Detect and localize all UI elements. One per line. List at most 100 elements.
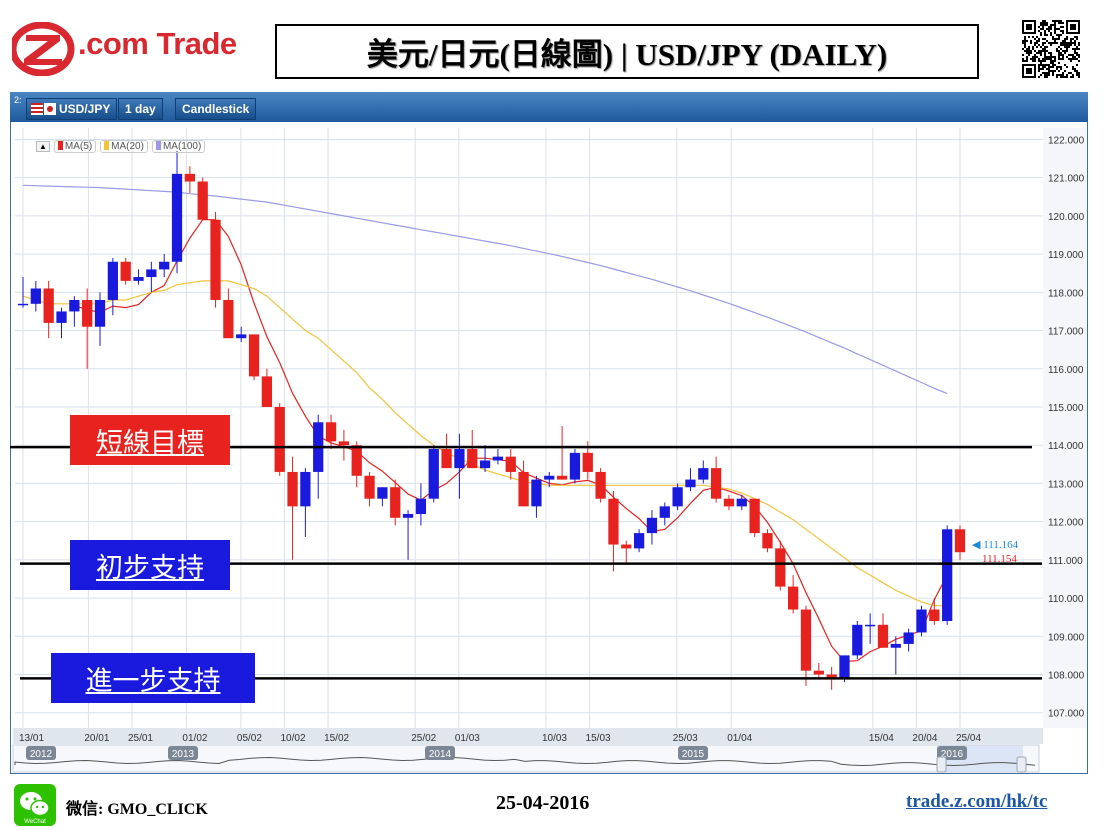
- qr-module: [1024, 42, 1026, 44]
- x-tick-label: 15/04: [869, 733, 894, 744]
- candle-body: [556, 475, 568, 480]
- qr-module: [1042, 20, 1044, 22]
- qr-module: [1032, 56, 1034, 58]
- qr-module: [1068, 72, 1070, 74]
- qr-module: [1062, 22, 1064, 24]
- qr-module: [1054, 32, 1056, 34]
- qr-module: [1042, 26, 1044, 28]
- qr-module: [1070, 72, 1072, 74]
- qr-module: [1040, 50, 1042, 52]
- qr-module: [1052, 70, 1054, 72]
- qr-module: [1058, 46, 1060, 48]
- qr-module: [1022, 60, 1024, 62]
- qr-module: [1044, 32, 1046, 34]
- qr-module: [1052, 60, 1054, 62]
- website-link[interactable]: trade.z.com/hk/tc: [906, 791, 1048, 812]
- qr-module: [1044, 52, 1046, 54]
- candle-body: [17, 303, 29, 306]
- qr-module: [1046, 74, 1048, 76]
- interval-selector[interactable]: 1 day: [118, 98, 163, 120]
- candle-body: [133, 277, 144, 281]
- qr-module: [1070, 58, 1072, 60]
- qr-module: [1024, 60, 1026, 62]
- qr-module: [1044, 74, 1046, 76]
- qr-module: [1034, 44, 1036, 46]
- qr-module: [1066, 36, 1068, 38]
- wechat-icon[interactable]: WeChat: [14, 784, 56, 826]
- qr-module: [1068, 44, 1070, 46]
- qr-module: [1022, 58, 1024, 60]
- qr-module: [1048, 28, 1050, 30]
- qr-module: [1046, 64, 1048, 66]
- legend-ma5[interactable]: MA(5): [53, 139, 97, 153]
- qr-module: [1026, 40, 1028, 42]
- qr-module: [1048, 70, 1050, 72]
- qr-module: [1026, 48, 1028, 50]
- qr-module: [1044, 20, 1046, 22]
- y-tick-label: 119.000: [1048, 250, 1084, 261]
- candle-body: [710, 468, 722, 499]
- qr-module: [1056, 34, 1058, 36]
- legend-ma20[interactable]: MA(20): [100, 139, 148, 153]
- qr-module: [1052, 24, 1054, 26]
- legend-ma100[interactable]: MA(100): [151, 139, 206, 153]
- qr-module: [1042, 58, 1044, 60]
- candle-body: [261, 376, 273, 407]
- candle-body: [82, 299, 93, 327]
- candle-body: [159, 261, 170, 270]
- qr-module: [1038, 26, 1040, 28]
- candle-body: [544, 475, 555, 480]
- qr-module: [1054, 22, 1056, 24]
- qr-finder-core: [1026, 68, 1032, 74]
- chart-style-selector[interactable]: Candlestick: [175, 98, 257, 120]
- qr-module: [1058, 34, 1060, 36]
- qr-module: [1042, 38, 1044, 40]
- navigator-year-badge: [26, 746, 56, 760]
- indicator-legend: ▲ MA(5) MA(20) MA(100): [36, 138, 206, 154]
- interval-label: 1 day: [125, 102, 156, 116]
- qr-module: [1026, 60, 1028, 62]
- candle-body: [94, 299, 106, 327]
- qr-module: [1050, 58, 1052, 60]
- candle-body: [467, 449, 478, 469]
- qr-module: [1062, 76, 1064, 78]
- qr-module: [1054, 38, 1056, 40]
- symbol-selector[interactable]: USD/JPY: [26, 98, 118, 120]
- qr-module: [1030, 42, 1032, 44]
- y-tick-label: 121.000: [1048, 174, 1085, 185]
- legend-collapse-button[interactable]: ▲: [36, 140, 50, 152]
- qr-module: [1052, 66, 1054, 68]
- qr-module: [1062, 44, 1064, 46]
- navigator-year-label: 2014: [429, 749, 452, 760]
- qr-module: [1056, 76, 1058, 78]
- qr-module: [1028, 50, 1030, 52]
- qr-module: [1022, 48, 1024, 50]
- qr-module: [1046, 46, 1048, 48]
- qr-code-icon[interactable]: [1020, 18, 1082, 80]
- qr-module: [1038, 66, 1040, 68]
- qr-module: [1054, 30, 1056, 32]
- qr-module: [1034, 56, 1036, 58]
- qr-module: [1066, 74, 1068, 76]
- navigator-right-handle: [1016, 756, 1027, 773]
- qr-module: [1076, 36, 1078, 38]
- qr-module: [1032, 36, 1034, 38]
- x-tick-label: 20/04: [912, 733, 937, 744]
- qr-module: [1070, 76, 1072, 78]
- qr-module: [1042, 68, 1044, 70]
- qr-module: [1042, 28, 1044, 30]
- candle-body: [492, 456, 504, 461]
- qr-module: [1060, 20, 1062, 22]
- x-tick-label: 15/02: [324, 733, 349, 744]
- qr-module: [1044, 48, 1046, 50]
- candle-body: [441, 449, 452, 469]
- qr-module: [1078, 48, 1080, 50]
- x-tick-label: 05/02: [237, 733, 262, 744]
- qr-module: [1046, 50, 1048, 52]
- qr-module: [1076, 70, 1078, 72]
- qr-module: [1028, 54, 1030, 56]
- qr-module: [1078, 54, 1080, 56]
- qr-module: [1050, 52, 1052, 54]
- qr-module: [1060, 26, 1062, 28]
- wechat-handle: 微信: GMO_CLICK: [66, 801, 208, 818]
